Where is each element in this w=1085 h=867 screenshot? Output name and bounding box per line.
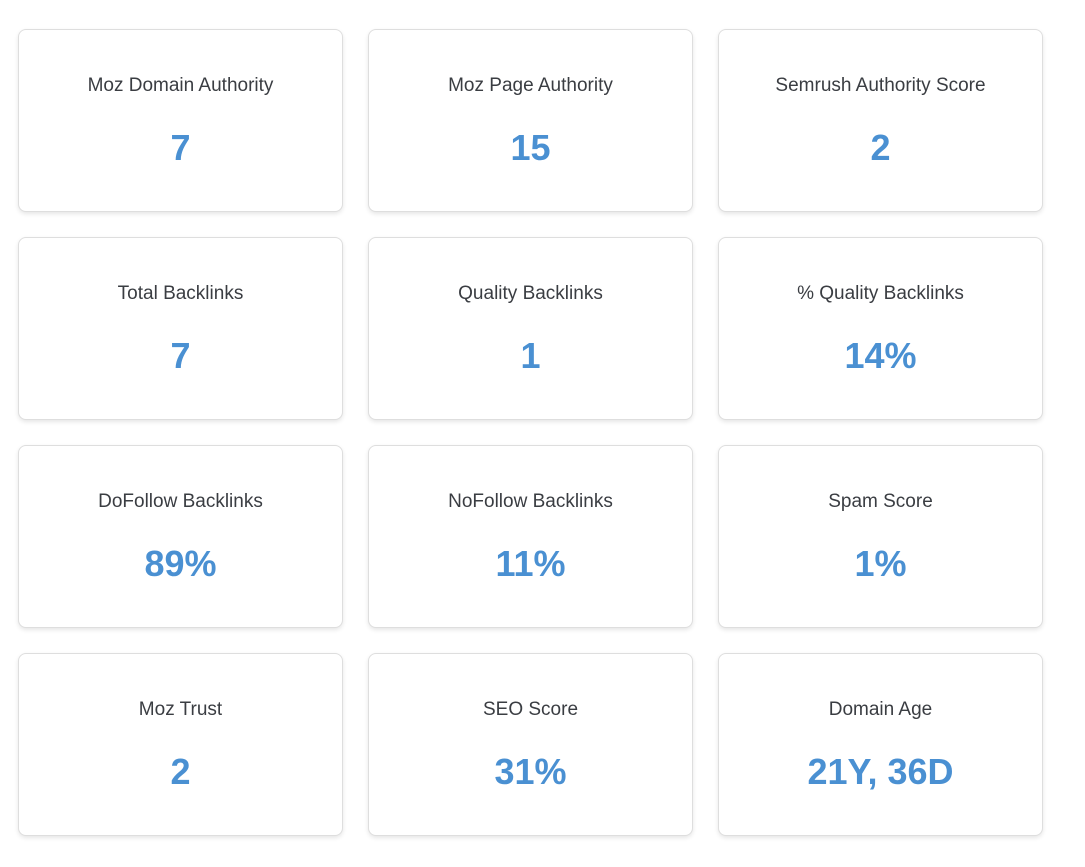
metric-card-total-backlinks: Total Backlinks 7 [18,237,343,420]
metric-value: 31% [494,751,567,792]
metric-label: SEO Score [482,699,579,720]
metric-label: Semrush Authority Score [775,75,986,96]
metric-value: 89% [144,543,217,584]
metric-card-dofollow-backlinks: DoFollow Backlinks 89% [18,445,343,628]
metric-value: 1 [520,335,541,376]
metric-card-nofollow-backlinks: NoFollow Backlinks 11% [368,445,693,628]
metric-value: 1% [854,543,907,584]
metric-label: Quality Backlinks [458,283,603,304]
metric-card-moz-page-authority: Moz Page Authority 15 [368,29,693,212]
metric-card-percent-quality-backlinks: % Quality Backlinks 14% [718,237,1043,420]
metric-value: 15 [510,127,551,168]
metric-label: Moz Page Authority [448,75,613,96]
metric-value: 14% [844,335,917,376]
metric-label: Total Backlinks [117,283,244,304]
metric-label: NoFollow Backlinks [448,491,613,512]
metric-card-semrush-authority-score: Semrush Authority Score 2 [718,29,1043,212]
metric-value: 2 [170,751,191,792]
metric-label: DoFollow Backlinks [98,491,263,512]
metric-value: 7 [170,127,191,168]
metric-value: 2 [870,127,891,168]
metric-card-quality-backlinks: Quality Backlinks 1 [368,237,693,420]
metric-card-spam-score: Spam Score 1% [718,445,1043,628]
metric-label: Spam Score [828,491,933,512]
metric-card-seo-score: SEO Score 31% [368,653,693,836]
metric-label: % Quality Backlinks [797,283,964,304]
metric-label: Moz Domain Authority [87,75,274,96]
metric-card-domain-age: Domain Age 21Y, 36D [718,653,1043,836]
metric-value: 11% [495,543,566,584]
metric-card-moz-domain-authority: Moz Domain Authority 7 [18,29,343,212]
metric-card-moz-trust: Moz Trust 2 [18,653,343,836]
metric-value: 21Y, 36D [807,751,954,792]
metric-value: 7 [170,335,191,376]
metric-label: Moz Trust [138,699,223,720]
metrics-grid: Moz Domain Authority 7 Moz Page Authorit… [18,29,1043,836]
metric-label: Domain Age [828,699,933,720]
